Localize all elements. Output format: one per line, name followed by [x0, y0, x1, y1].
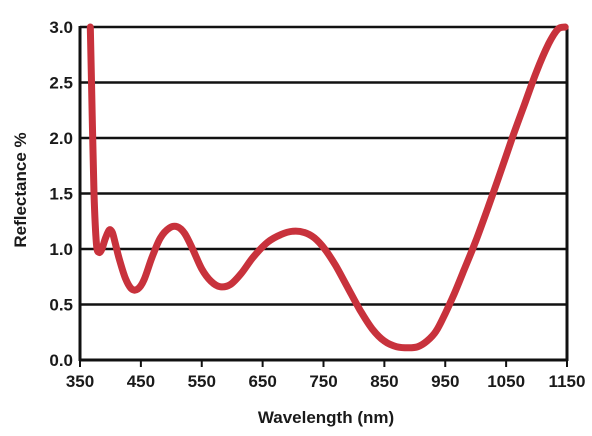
y-tick-label: 2.5 — [49, 74, 73, 93]
x-tick-label: 750 — [309, 372, 337, 391]
x-tick-label: 650 — [248, 372, 276, 391]
y-tick-label: 2.0 — [49, 129, 73, 148]
x-tick-label: 1150 — [549, 372, 586, 391]
y-tick-label: 1.5 — [49, 185, 73, 204]
y-tick-label: 0.0 — [49, 351, 73, 370]
x-tick-label: 950 — [431, 372, 459, 391]
y-tick-labels: 0.0 0.5 1.0 1.5 2.0 2.5 3.0 — [49, 18, 73, 370]
reflectance-curve — [86, 23, 569, 352]
x-tick-label: 450 — [127, 372, 155, 391]
y-tick-label: 0.5 — [49, 296, 73, 315]
y-tick-label: 1.0 — [49, 240, 73, 259]
y-axis-title: Reflectance % — [11, 132, 30, 247]
x-axis-title: Wavelength (nm) — [258, 408, 394, 427]
x-tick-label: 350 — [66, 372, 94, 391]
x-tick-label: 1050 — [487, 372, 525, 391]
axes — [78, 26, 569, 362]
x-tick-label: 550 — [188, 372, 216, 391]
x-tick-label: 850 — [370, 372, 398, 391]
y-tick-label: 3.0 — [49, 18, 73, 37]
x-tick-labels: 350 450 550 650 750 850 950 1050 1150 — [66, 360, 586, 391]
